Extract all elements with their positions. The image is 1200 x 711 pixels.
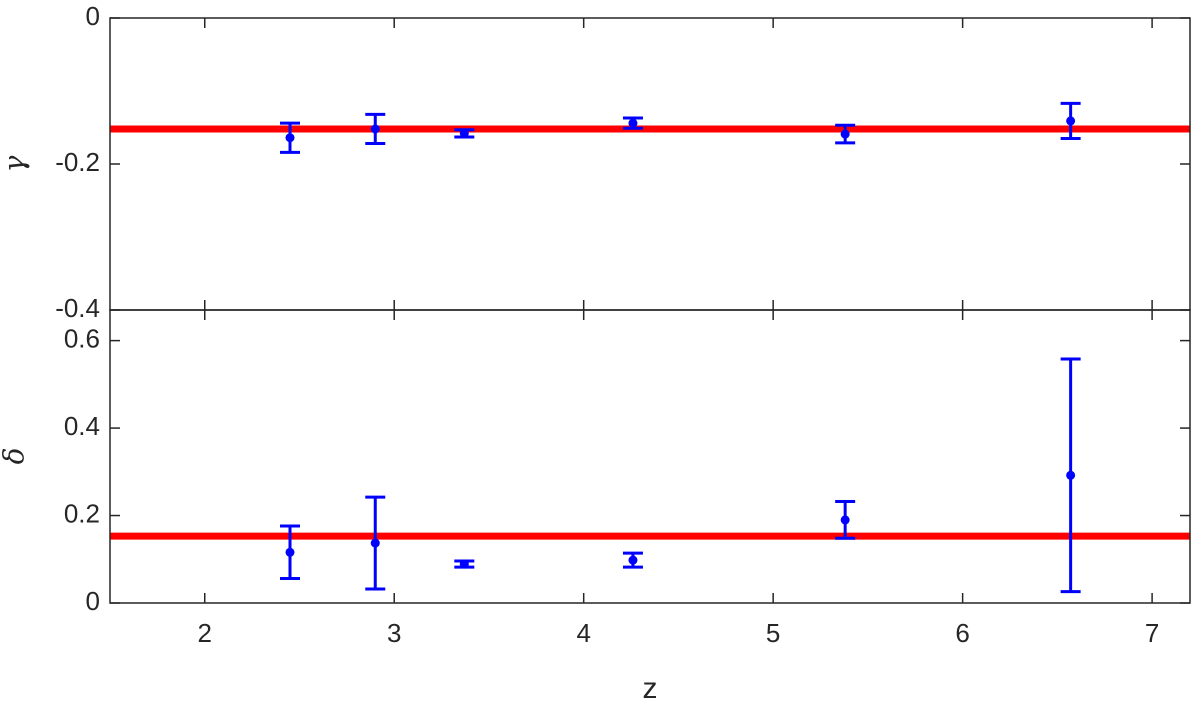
y-axis-title: γ	[0, 155, 31, 172]
point	[459, 128, 469, 138]
point	[285, 547, 295, 557]
point	[840, 515, 850, 525]
x-tick-label: 2	[198, 618, 212, 648]
x-tick-label: 3	[387, 618, 401, 648]
point	[628, 555, 638, 565]
x-tick-label: 6	[955, 618, 969, 648]
plot-frame	[109, 17, 1191, 311]
plot-frame	[109, 309, 1191, 604]
y-tick-label: 0.2	[64, 498, 100, 528]
point	[370, 538, 380, 548]
y-tick-label: 0	[86, 1, 100, 31]
y-tick-label: -0.2	[55, 147, 100, 177]
y-tick-label: -0.4	[55, 293, 100, 323]
x-tick-label: 7	[1145, 618, 1159, 648]
y-tick-label: 0.4	[64, 411, 100, 441]
point	[459, 559, 469, 569]
point	[840, 129, 850, 139]
y-axis-title: δ	[0, 448, 31, 465]
point	[1066, 470, 1076, 480]
point	[1066, 116, 1076, 126]
x-axis-title: z	[643, 672, 658, 705]
point	[370, 124, 380, 134]
x-tick-label: 5	[766, 618, 780, 648]
point	[285, 133, 295, 143]
x-tick-label: 4	[576, 618, 590, 648]
y-tick-label: 0	[86, 586, 100, 616]
y-tick-label: 0.6	[64, 323, 100, 353]
point	[628, 118, 638, 128]
